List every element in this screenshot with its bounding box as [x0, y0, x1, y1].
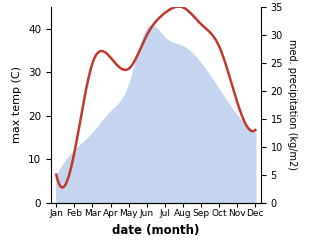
- Y-axis label: med. precipitation (kg/m2): med. precipitation (kg/m2): [287, 40, 297, 170]
- X-axis label: date (month): date (month): [112, 224, 199, 237]
- Y-axis label: max temp (C): max temp (C): [12, 66, 23, 144]
